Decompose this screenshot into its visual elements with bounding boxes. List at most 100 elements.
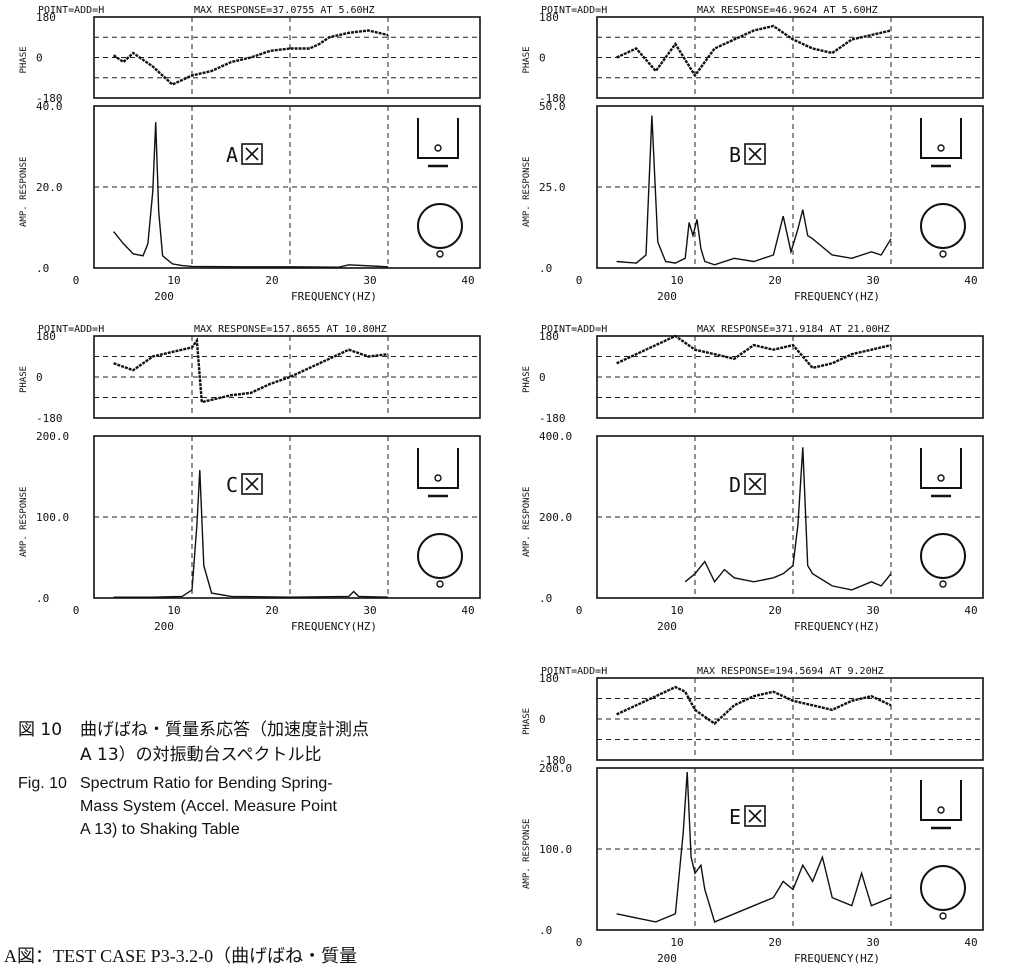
phase-tick-label: 0: [539, 371, 546, 384]
x-tick-label: 40: [964, 604, 977, 617]
schematic-container: [920, 780, 962, 821]
header-point-label: POINT=ADD=H: [38, 324, 104, 335]
panel-label: C: [226, 473, 238, 497]
chart-panel-e: POINT=ADD=H MAX RESPONSE=194.5694 AT 9.20…: [522, 666, 984, 965]
amplitude-tick-label: 100.0: [539, 843, 572, 856]
phase-series-line: [112, 29, 389, 86]
panel-label: E: [729, 805, 741, 829]
header-max-response: MAX RESPONSE=157.8655 AT 10.80HZ: [194, 324, 387, 335]
x-tick-label: 30: [866, 936, 879, 949]
x-tick-label: 10: [167, 604, 180, 617]
x-tick-label: 40: [964, 274, 977, 287]
amplitude-series-line: [616, 115, 892, 266]
x-tick-label: 20: [768, 604, 781, 617]
amplitude-tick-label: 200.0: [36, 430, 69, 443]
schematic-sensor: [436, 250, 444, 258]
marker-box: [241, 143, 263, 165]
chart-panel-b: POINT=ADD=H MAX RESPONSE=46.9624 AT 5.60H…: [522, 5, 984, 303]
phase-axis-label: PHASE: [19, 366, 29, 393]
x-tick-label: 30: [866, 274, 879, 287]
header-point-label: POINT=ADD=H: [541, 5, 607, 16]
caption-en-line-2: Mass System (Accel. Measure Point: [80, 798, 337, 815]
marker-cross: [245, 477, 259, 491]
amplitude-axis-label: AMP. RESPONSE: [19, 157, 29, 227]
x-tick-label: 10: [670, 604, 683, 617]
x-axis-label: FREQUENCY(HZ): [291, 620, 377, 633]
header-max-response: MAX RESPONSE=37.0755 AT 5.60HZ: [194, 5, 375, 16]
phase-tick-label: 180: [36, 330, 56, 343]
phase-tick-label: 0: [36, 371, 43, 384]
x-tick-label: 30: [363, 274, 376, 287]
x-axis-label: FREQUENCY(HZ): [794, 620, 880, 633]
schematic-sensor: [939, 250, 947, 258]
amplitude-tick-label: 400.0: [539, 430, 572, 443]
amplitude-axis-label: AMP. RESPONSE: [522, 819, 532, 889]
x-sub-label: 200: [657, 952, 677, 965]
x-tick-label: 10: [670, 936, 683, 949]
amplitude-tick-label: 25.0: [539, 181, 566, 194]
amplitude-tick-label: .0: [36, 592, 49, 605]
header-max-response: MAX RESPONSE=371.9184 AT 21.00HZ: [697, 324, 890, 335]
phase-tick-label: 0: [539, 52, 546, 65]
phase-tick-label: 180: [539, 672, 559, 685]
phase-tick-label: -180: [36, 92, 63, 105]
x-tick-label: 20: [768, 274, 781, 287]
schematic-container: [417, 448, 459, 489]
schematic-mass: [937, 806, 945, 814]
schematic-container: [920, 118, 962, 159]
phase-tick-label: -180: [36, 412, 63, 425]
schematic-sensor: [939, 580, 947, 588]
x-tick-label: 0: [576, 936, 583, 949]
schematic-ring: [417, 203, 463, 249]
amplitude-series-line: [113, 469, 389, 598]
amplitude-series-line: [113, 122, 389, 268]
x-tick-label: 40: [461, 604, 474, 617]
phase-axis-label: PHASE: [19, 46, 29, 73]
schematic-container: [920, 448, 962, 489]
amplitude-tick-label: 100.0: [36, 511, 69, 524]
caption-en-line-3: A 13) to Shaking Table: [80, 821, 240, 838]
amplitude-series-line: [684, 447, 892, 591]
schematic-mass: [434, 144, 442, 152]
amplitude-axis-label: AMP. RESPONSE: [522, 487, 532, 557]
x-tick-label: 20: [265, 274, 278, 287]
phase-tick-label: -180: [539, 92, 566, 105]
schematic-ring: [920, 533, 966, 579]
phase-series-line: [113, 337, 389, 404]
header-point-label: POINT=ADD=H: [541, 324, 607, 335]
amplitude-tick-label: .0: [539, 924, 552, 937]
x-sub-label: 200: [154, 620, 174, 633]
marker-cross: [748, 809, 762, 823]
schematic-ring: [417, 533, 463, 579]
caption-en-number: Fig. 10: [18, 775, 67, 792]
amplitude-tick-label: 40.0: [36, 100, 63, 113]
schematic-ring: [920, 865, 966, 911]
amplitude-tick-label: 50.0: [539, 100, 566, 113]
amplitude-series-line: [616, 771, 892, 923]
x-tick-label: 20: [265, 604, 278, 617]
phase-tick-label: 180: [539, 330, 559, 343]
header-point-label: POINT=ADD=H: [541, 666, 607, 677]
panel-label: A: [226, 143, 238, 167]
schematic-mass: [434, 474, 442, 482]
phase-series-line: [616, 334, 892, 370]
marker-cross: [748, 477, 762, 491]
x-axis-label: FREQUENCY(HZ): [794, 290, 880, 303]
caption-footer: A図：TEST CASE P3-3.2-0（曲げばね・質量: [4, 946, 358, 966]
x-tick-label: 0: [73, 274, 80, 287]
marker-box: [241, 473, 263, 495]
caption-ja-line-2: A 13）の対振動台スペクトル比: [80, 745, 322, 765]
amplitude-tick-label: 20.0: [36, 181, 63, 194]
x-tick-label: 40: [461, 274, 474, 287]
x-tick-label: 40: [964, 936, 977, 949]
x-tick-label: 10: [670, 274, 683, 287]
chart-panel-a: POINT=ADD=H MAX RESPONSE=37.0755 AT 5.60H…: [19, 5, 481, 303]
panel-label: B: [729, 143, 741, 167]
chart-panel-d: POINT=ADD=H MAX RESPONSE=371.9184 AT 21.0…: [522, 324, 984, 633]
schematic-sensor: [939, 912, 947, 920]
x-axis-label: FREQUENCY(HZ): [291, 290, 377, 303]
marker-cross: [748, 147, 762, 161]
x-axis-label: FREQUENCY(HZ): [794, 952, 880, 965]
chart-panel-c: POINT=ADD=H MAX RESPONSE=157.8655 AT 10.8…: [19, 324, 481, 633]
